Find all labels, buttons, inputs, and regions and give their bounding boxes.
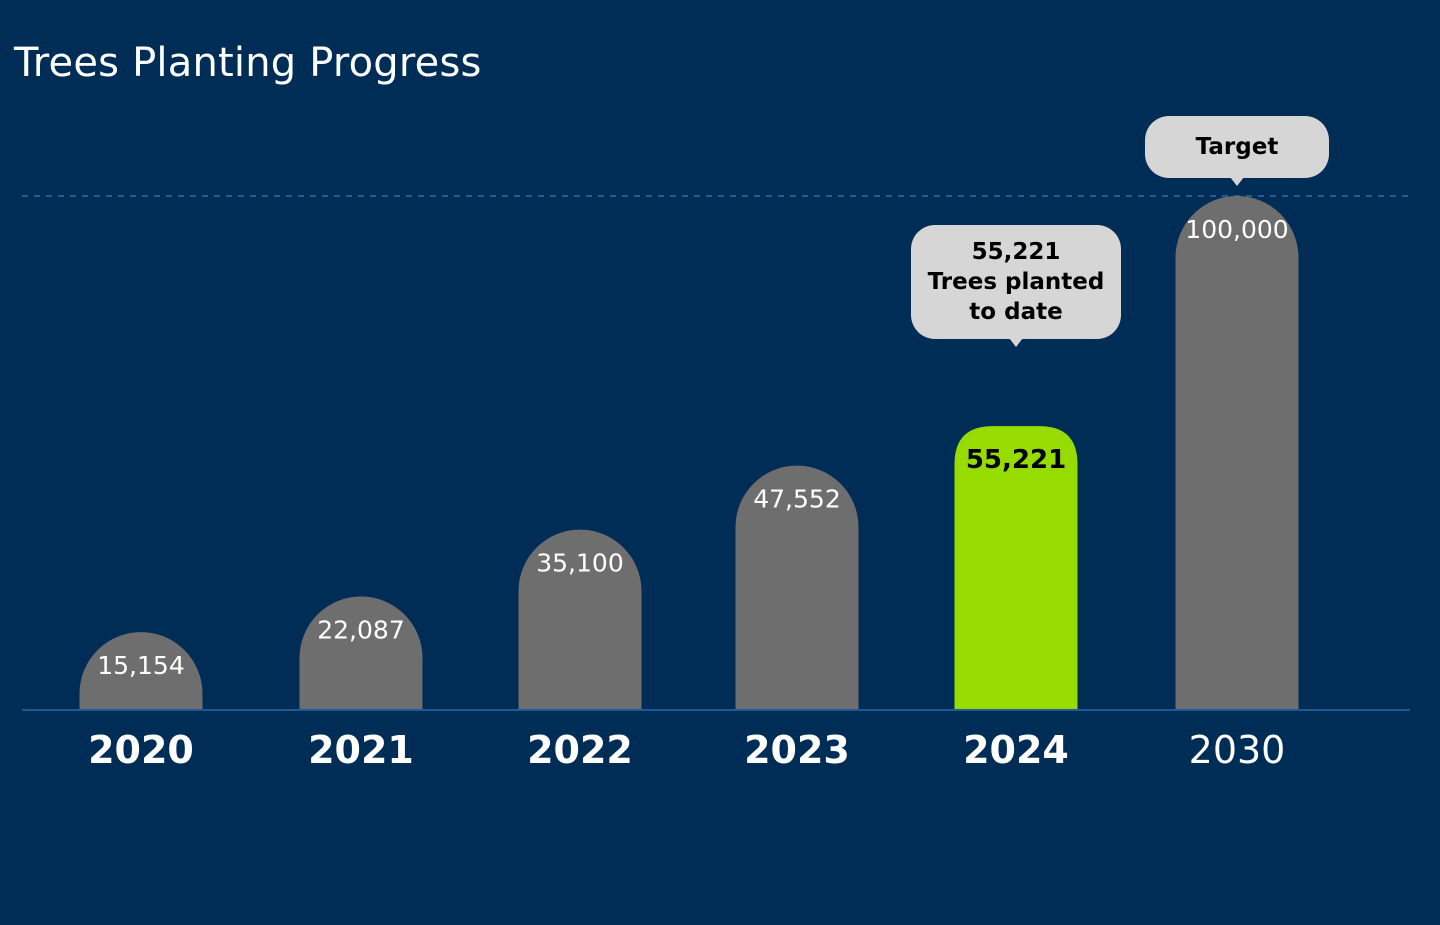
x-tick-label: 2023 — [744, 728, 850, 772]
bar-2030 — [1175, 195, 1299, 710]
bar-value-label: 55,221 — [966, 445, 1066, 475]
bar-2020 — [79, 632, 203, 710]
callout-text: Target — [1196, 134, 1279, 160]
chart-title: Trees Planting Progress — [14, 40, 482, 86]
bar-2024 — [954, 426, 1078, 710]
x-tick-label: 2022 — [527, 728, 633, 772]
bar-value-label: 47,552 — [753, 485, 840, 514]
x-tick-label: 2021 — [308, 728, 414, 772]
bar-value-label: 100,000 — [1185, 215, 1288, 244]
callout-text: Trees planted — [928, 269, 1105, 295]
bar-value-label: 15,154 — [97, 651, 184, 680]
bar-value-label: 22,087 — [317, 615, 404, 644]
callout-pointer — [1230, 177, 1244, 186]
callout-text: 55,221 — [972, 239, 1061, 265]
callout-bubble — [911, 225, 1121, 339]
callout-bubble — [1145, 116, 1329, 178]
bar-2022 — [518, 529, 642, 710]
callout-text: to date — [969, 299, 1062, 325]
x-tick-label: 2024 — [963, 728, 1069, 772]
x-tick-label: 2030 — [1189, 728, 1286, 772]
bar-2023 — [735, 465, 859, 710]
bar-value-label: 35,100 — [536, 549, 623, 578]
bar-2021 — [299, 596, 423, 710]
callout-pointer — [1009, 338, 1023, 347]
x-tick-label: 2020 — [88, 728, 194, 772]
